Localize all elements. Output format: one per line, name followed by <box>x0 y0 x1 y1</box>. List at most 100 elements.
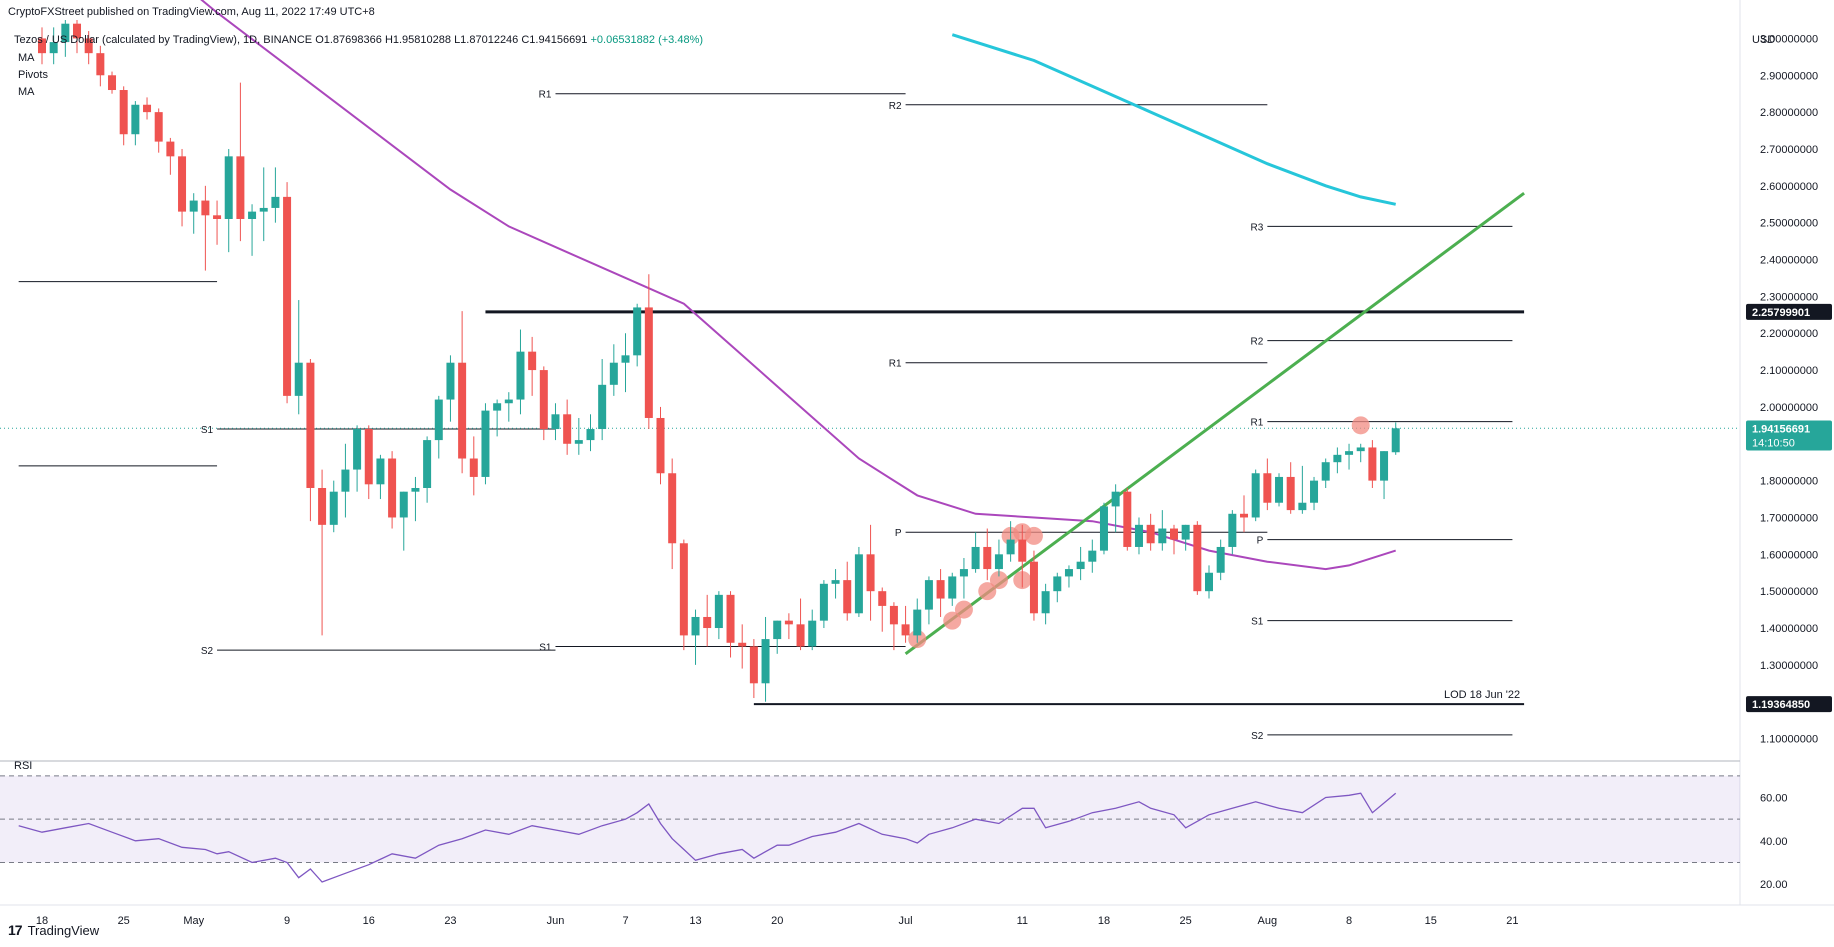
candle <box>726 591 735 658</box>
rsi-tick-label: 60.00 <box>1760 793 1788 805</box>
price-tag: 1.19364850 <box>1746 696 1832 713</box>
candle <box>1321 458 1330 488</box>
price-tag-text: 2.25799901 <box>1752 307 1810 319</box>
candle-body <box>539 370 548 430</box>
candle-body <box>434 399 443 441</box>
countdown-text: 14:10:50 <box>1752 437 1795 449</box>
candle <box>633 303 642 367</box>
price-axis[interactable]: 3.00000000 2.90000000 2.80000000 2.70000000… <box>1760 33 1818 891</box>
candle <box>1076 546 1085 581</box>
candle-body <box>948 576 957 599</box>
indicator-ma-fast[interactable]: MA <box>18 52 35 64</box>
highlight-markers <box>908 416 1370 649</box>
candle <box>376 454 385 500</box>
candle <box>504 392 513 422</box>
candle-body <box>189 200 198 212</box>
tradingview-logo[interactable]: 17 TradingView <box>8 922 99 938</box>
candle <box>318 469 327 636</box>
candle <box>796 598 805 651</box>
rsi-tick-label: 20.00 <box>1760 879 1788 891</box>
candle-body <box>528 351 537 371</box>
candle <box>1018 524 1027 588</box>
open-value: O1.87698366 <box>315 34 382 46</box>
candle-body <box>1193 524 1202 592</box>
time-tick-label: 11 <box>1017 915 1028 927</box>
rsi-tick-label: 40.00 <box>1760 836 1788 848</box>
candle-body <box>1356 447 1365 452</box>
candle <box>294 300 303 415</box>
candle-body <box>341 469 350 492</box>
candle <box>493 399 502 437</box>
indicator-pivots[interactable]: Pivots <box>18 69 48 81</box>
candle-body <box>84 38 93 54</box>
candle-body <box>108 75 117 91</box>
rsi-label[interactable]: RSI <box>14 760 33 772</box>
candle-body <box>399 491 408 518</box>
time-axis[interactable]: 18 25 May 9 16 23 Jun 7 13 20 Jul 11 18 25 Aug 8 15 21 <box>36 915 1519 927</box>
candle <box>213 200 222 245</box>
candle <box>1240 495 1249 533</box>
candle <box>738 624 747 669</box>
price-tick-label: 2.40000000 <box>1760 255 1818 267</box>
candle <box>224 148 233 253</box>
candle <box>1193 521 1202 595</box>
price-tag-bg <box>1746 303 1832 320</box>
candle-body <box>819 583 828 621</box>
candle <box>749 639 758 699</box>
candle-body <box>901 624 910 636</box>
candle-body <box>1240 513 1249 518</box>
candle <box>516 329 525 415</box>
candle <box>1345 443 1354 470</box>
candle-body <box>1134 524 1143 547</box>
candle <box>913 598 922 643</box>
highlight-marker <box>943 611 962 630</box>
candles <box>38 20 1400 702</box>
price-tick-label: 2.10000000 <box>1760 365 1818 377</box>
candle <box>1263 458 1272 511</box>
moving-averages <box>200 0 1397 571</box>
candle-body <box>878 591 887 606</box>
candle <box>936 569 945 617</box>
price-tick-label: 1.70000000 <box>1760 512 1818 524</box>
candle-body <box>808 620 817 647</box>
price-tick-label: 2.80000000 <box>1760 107 1818 119</box>
candle <box>108 71 117 94</box>
candle <box>399 491 408 551</box>
candle <box>434 395 443 459</box>
candle-body <box>481 410 490 477</box>
candle <box>201 185 210 271</box>
candle <box>761 616 770 702</box>
candle <box>831 569 840 599</box>
candle-body <box>236 156 245 219</box>
candle-body <box>469 458 478 477</box>
candle <box>1216 539 1225 581</box>
candle-body <box>1251 473 1260 518</box>
candle <box>481 403 490 485</box>
candle-body <box>166 141 175 157</box>
price-tick-label: 2.20000000 <box>1760 328 1818 340</box>
candle <box>598 359 607 441</box>
candle-body <box>633 307 642 356</box>
time-tick-label: 16 <box>363 915 375 927</box>
candle-body <box>831 580 840 584</box>
price-tick-label: 2.00000000 <box>1760 402 1818 414</box>
level-label: S1 <box>201 425 214 436</box>
time-tick-label: 15 <box>1425 915 1437 927</box>
indicator-ma-slow[interactable]: MA <box>18 86 35 98</box>
level-label: R1 <box>539 90 552 101</box>
candle-body <box>1286 476 1295 511</box>
candle <box>1169 524 1178 555</box>
candle-body <box>306 362 315 488</box>
candle <box>574 417 583 455</box>
candle <box>656 406 665 485</box>
candle-body <box>1088 550 1097 562</box>
candle-body <box>1380 451 1389 481</box>
candle-body <box>1216 546 1225 573</box>
candle-body <box>283 196 292 396</box>
time-tick-label: 7 <box>622 915 628 927</box>
price-tags: 2.25799901 1.94156691 14:10:50 1.19364850 <box>1746 303 1832 713</box>
candle <box>528 336 537 396</box>
time-tick-label: 8 <box>1346 915 1352 927</box>
candle-body <box>1321 462 1330 481</box>
